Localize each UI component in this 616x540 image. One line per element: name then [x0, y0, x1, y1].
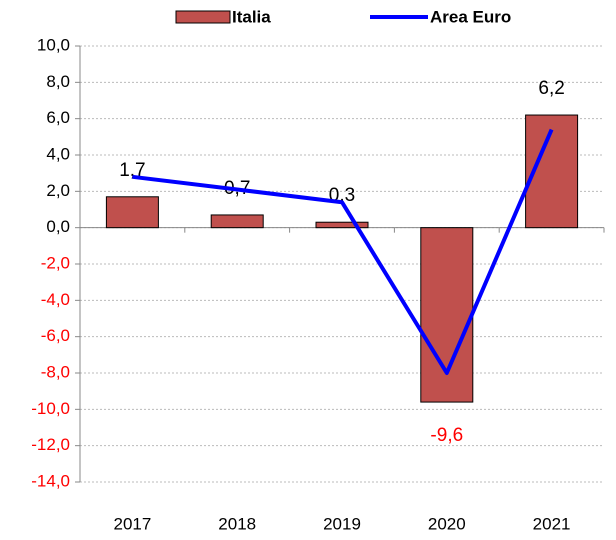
y-tick-label: 6,0 [46, 108, 70, 127]
y-tick-label: 0,0 [46, 217, 70, 236]
y-tick-label: 2,0 [46, 181, 70, 200]
y-tick-label: 4,0 [46, 144, 70, 163]
x-tick-label: 2018 [218, 514, 256, 533]
y-tick-label: -12,0 [31, 435, 70, 454]
y-tick-label: 8,0 [46, 72, 70, 91]
x-tick-label: 2021 [533, 514, 571, 533]
y-tick-label: -14,0 [31, 471, 70, 490]
bar [315, 221, 369, 229]
legend-label: Italia [232, 7, 271, 26]
y-tick-label: -10,0 [31, 399, 70, 418]
x-tick-label: 2019 [323, 514, 361, 533]
data-label: 1,7 [119, 160, 145, 181]
x-tick-label: 2017 [113, 514, 151, 533]
bar [420, 227, 474, 403]
x-tick-label: 2020 [428, 514, 466, 533]
data-label: -9,6 [430, 425, 463, 446]
legend-swatch [175, 10, 231, 24]
bar [210, 214, 264, 229]
y-tick-label: -8,0 [41, 362, 70, 381]
y-tick-label: -2,0 [41, 253, 70, 272]
legend-label: Area Euro [430, 7, 511, 26]
y-tick-label: -4,0 [41, 290, 70, 309]
y-tick-label: 10,0 [37, 35, 70, 54]
data-label: 6,2 [538, 78, 564, 99]
line [132, 128, 554, 375]
bar [105, 196, 159, 229]
y-tick-label: -6,0 [41, 326, 70, 345]
